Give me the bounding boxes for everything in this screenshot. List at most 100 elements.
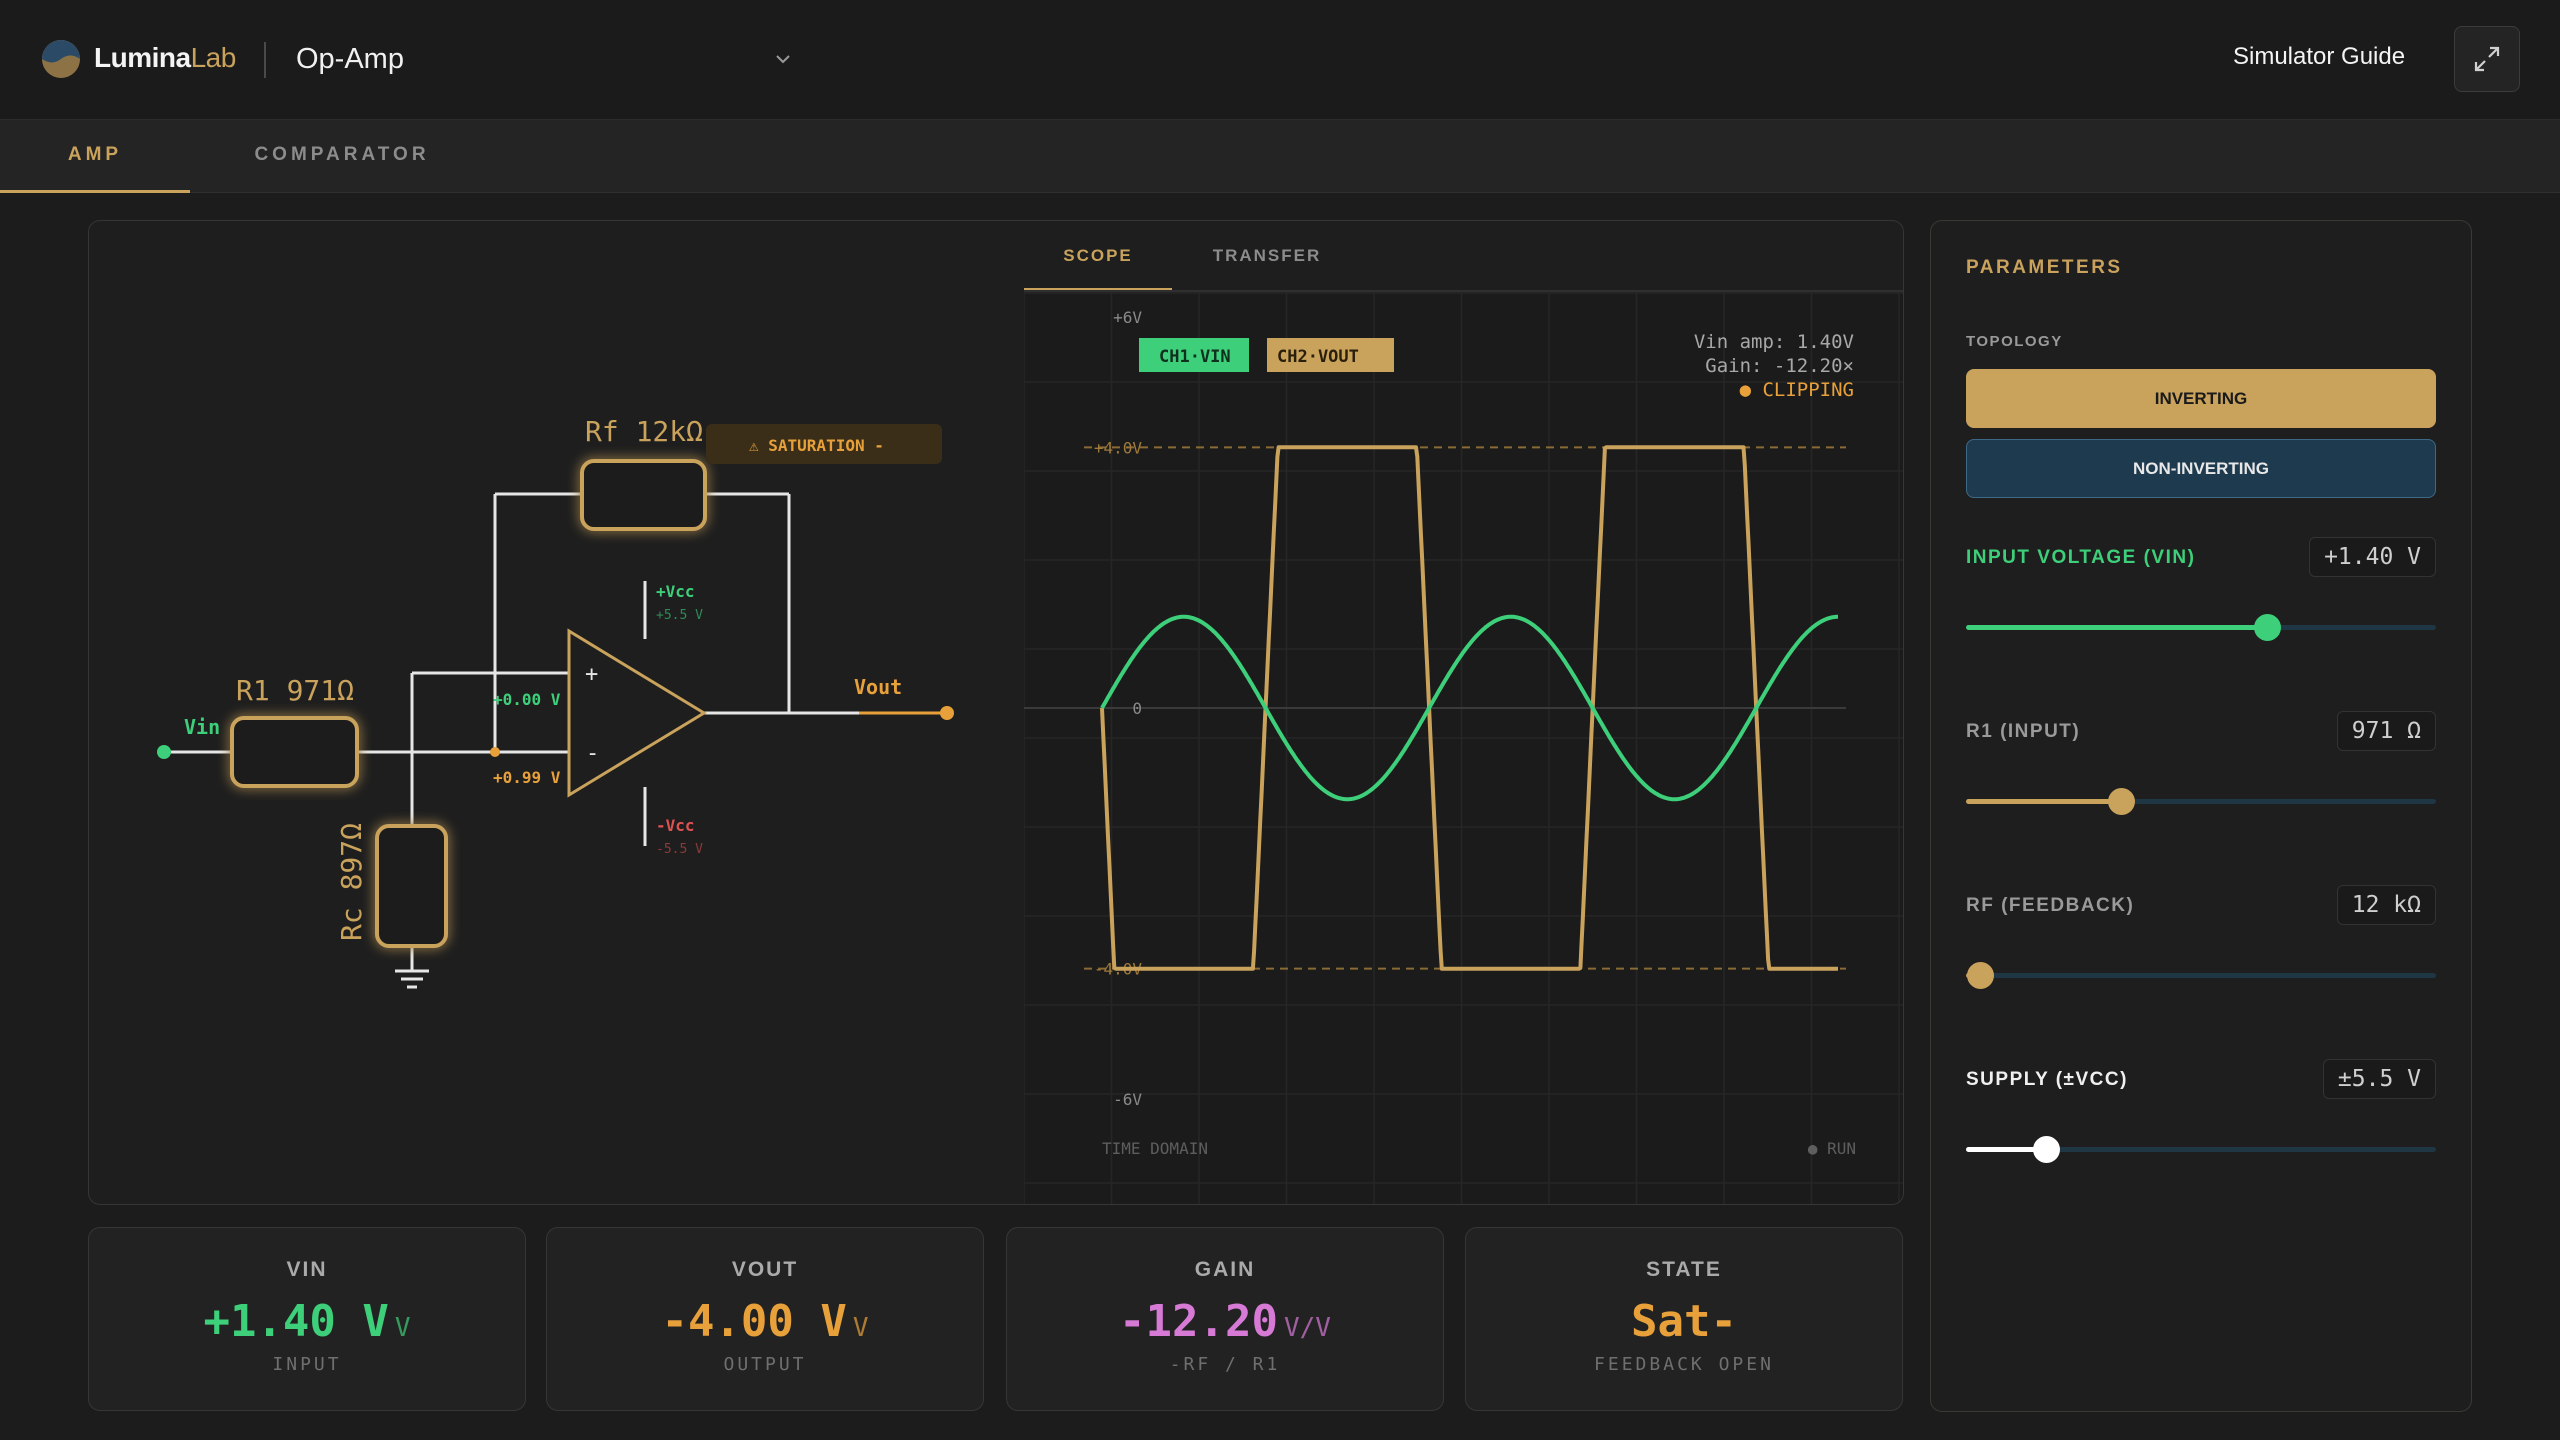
rf-label: Rf 12kΩ: [585, 415, 703, 448]
rf-slider-handle[interactable]: [1967, 962, 1995, 989]
opamp-minus-sign: -: [586, 741, 599, 766]
vin-param-label: INPUT VOLTAGE (VIN): [1966, 547, 2196, 568]
scope-footer-label: TIME DOMAIN: [1102, 1139, 1208, 1158]
rc-label: Rc 897Ω: [335, 823, 368, 941]
rf-param-label: RF (FEEDBACK): [1966, 895, 2135, 916]
lumina-logo-icon[interactable]: [40, 38, 82, 80]
app-header: LuminaLab Op-Amp Simulator Guide: [0, 0, 2560, 120]
vcc-neg-value: -5.5 V: [656, 842, 703, 857]
readout-gain: Gain: -12.20×: [1705, 355, 1854, 377]
r1-param-value[interactable]: 971 Ω: [2336, 711, 2436, 751]
scope-run-indicator[interactable]: ● RUN: [1808, 1139, 1856, 1158]
noninv-node-voltage: +0.00 V: [493, 690, 561, 709]
r1-label: R1 971Ω: [236, 674, 354, 707]
simulation-title[interactable]: Op-Amp: [296, 43, 404, 75]
r1-slider[interactable]: [1966, 786, 2436, 816]
r1-param-label: R1 (INPUT): [1966, 721, 2081, 742]
ch2-badge[interactable]: [1267, 338, 1394, 372]
readout-vin: Vin amp: 1.40V: [1694, 331, 1854, 353]
simulator-guide-link[interactable]: Simulator Guide: [2233, 43, 2406, 70]
expand-icon: [2474, 46, 2500, 72]
opamp-triangle[interactable]: [567, 628, 707, 798]
scope-grid: [1024, 292, 1903, 1204]
stat-gain-sub: -RF / R1: [1169, 1354, 1281, 1375]
stat-vin-label: VIN: [286, 1258, 328, 1281]
r1-slider-track[interactable]: [1966, 799, 2436, 804]
oscilloscope-plot[interactable]: +6V+4.0V0-4.0V-6V CH1·VIN CH2·VOUT Vin a…: [1024, 221, 1904, 1205]
supply-param-label: SUPPLY (±VCC): [1966, 1069, 2128, 1090]
fullscreen-button[interactable]: [2454, 26, 2520, 92]
stat-state-label: STATE: [1646, 1258, 1722, 1281]
circuit-schematic: + - Rf 12kΩ R1 971Ω Rc 897Ω Vin Vout ⚠ S…: [157, 415, 954, 989]
stat-vout-sub: OUTPUT: [723, 1354, 807, 1375]
chevron-down-icon[interactable]: [772, 48, 794, 70]
ch2-vout-trace: [1100, 445, 1839, 971]
inv-node-voltage: +0.99 V: [493, 768, 561, 787]
r1-slider-handle[interactable]: [2108, 788, 2136, 815]
y-tick-label: +6V: [1113, 308, 1142, 327]
rf-slider-track[interactable]: [1966, 973, 2436, 978]
vcc-neg-label: -Vcc: [656, 816, 695, 835]
mode-tabbar: AMP COMPARATOR: [0, 120, 2560, 193]
topology-noninverting-button[interactable]: NON-INVERTING: [1966, 439, 2436, 498]
supply-param-value[interactable]: ±5.5 V: [2322, 1059, 2436, 1099]
topology-label: TOPOLOGY: [1966, 333, 2063, 350]
inverting-node: [490, 747, 500, 757]
supply-slider-fill: [1966, 1147, 2046, 1152]
stat-gain-label: GAIN: [1194, 1258, 1256, 1281]
vcc-pos-value: +5.5 V: [656, 608, 703, 623]
ch1-badge[interactable]: [1139, 338, 1249, 372]
header-divider: [264, 42, 266, 78]
vin-slider-fill: [1966, 625, 2267, 630]
y-tick-label: 0: [1132, 699, 1142, 718]
ch1-vin-trace: [1100, 614, 1838, 802]
rc-resistor[interactable]: [375, 824, 448, 948]
y-tick-label: -6V: [1113, 1090, 1142, 1109]
scope-tabbar: SCOPE TRANSFER: [1024, 221, 1903, 291]
ch2-label: CH2·VOUT: [1277, 347, 1359, 367]
rf-resistor[interactable]: [580, 459, 707, 531]
vin-terminal[interactable]: [157, 745, 171, 759]
vin-label: Vin: [184, 715, 220, 739]
saturation-badge-text: ⚠ SATURATION -: [749, 436, 884, 455]
readout-clipping: ● CLIPPING: [1740, 379, 1854, 401]
parameters-title: PARAMETERS: [1966, 257, 2123, 278]
vcc-pos-label: +Vcc: [656, 582, 695, 601]
tab-amp[interactable]: AMP: [0, 120, 190, 193]
stat-state-value: Sat-: [1631, 1296, 1737, 1347]
supply-slider[interactable]: [1966, 1134, 2436, 1164]
ch1-label: CH1·VIN: [1159, 347, 1231, 367]
stat-vout-label: VOUT: [731, 1258, 799, 1281]
topology-inverting-button[interactable]: INVERTING: [1966, 369, 2436, 428]
tab-comparator[interactable]: COMPARATOR: [254, 144, 430, 165]
vout-terminal[interactable]: [940, 706, 954, 720]
vin-param-value[interactable]: +1.40 V: [2309, 537, 2436, 577]
rf-slider[interactable]: [1966, 960, 2436, 990]
stat-state-sub: FEEDBACK OPEN: [1594, 1354, 1774, 1375]
supply-slider-handle[interactable]: [2032, 1136, 2060, 1163]
r1-resistor[interactable]: [230, 716, 359, 788]
opamp-plus-sign: +: [585, 662, 598, 687]
y-tick-label: +4.0V: [1094, 438, 1143, 457]
parameters-panel: PARAMETERS TOPOLOGY INVERTING NON-INVERT…: [1930, 220, 2472, 1412]
vin-slider-handle[interactable]: [2253, 614, 2281, 641]
tab-transfer[interactable]: TRANSFER: [1212, 246, 1322, 265]
stat-card-state: STATE Sat- FEEDBACK OPEN: [1465, 1227, 1903, 1411]
rf-param-value[interactable]: 12 kΩ: [2336, 885, 2436, 925]
scope-traces: [1100, 445, 1839, 971]
simulation-panel: + - Rf 12kΩ R1 971Ω Rc 897Ω Vin Vout ⚠ S…: [88, 220, 1904, 1205]
saturation-badge: [706, 424, 942, 464]
tab-scope[interactable]: SCOPE: [1024, 221, 1172, 291]
stat-vin-sub: INPUT: [272, 1354, 342, 1375]
supply-slider-track[interactable]: [1966, 1147, 2436, 1152]
stat-gain-value: -12.20 V/V: [1119, 1296, 1331, 1347]
vin-slider[interactable]: [1966, 612, 2436, 642]
vout-label: Vout: [854, 675, 902, 699]
r1-slider-fill: [1966, 799, 2122, 804]
stat-card-gain: GAIN -12.20 V/V -RF / R1: [1006, 1227, 1444, 1411]
brand-name[interactable]: LuminaLab: [94, 42, 236, 73]
